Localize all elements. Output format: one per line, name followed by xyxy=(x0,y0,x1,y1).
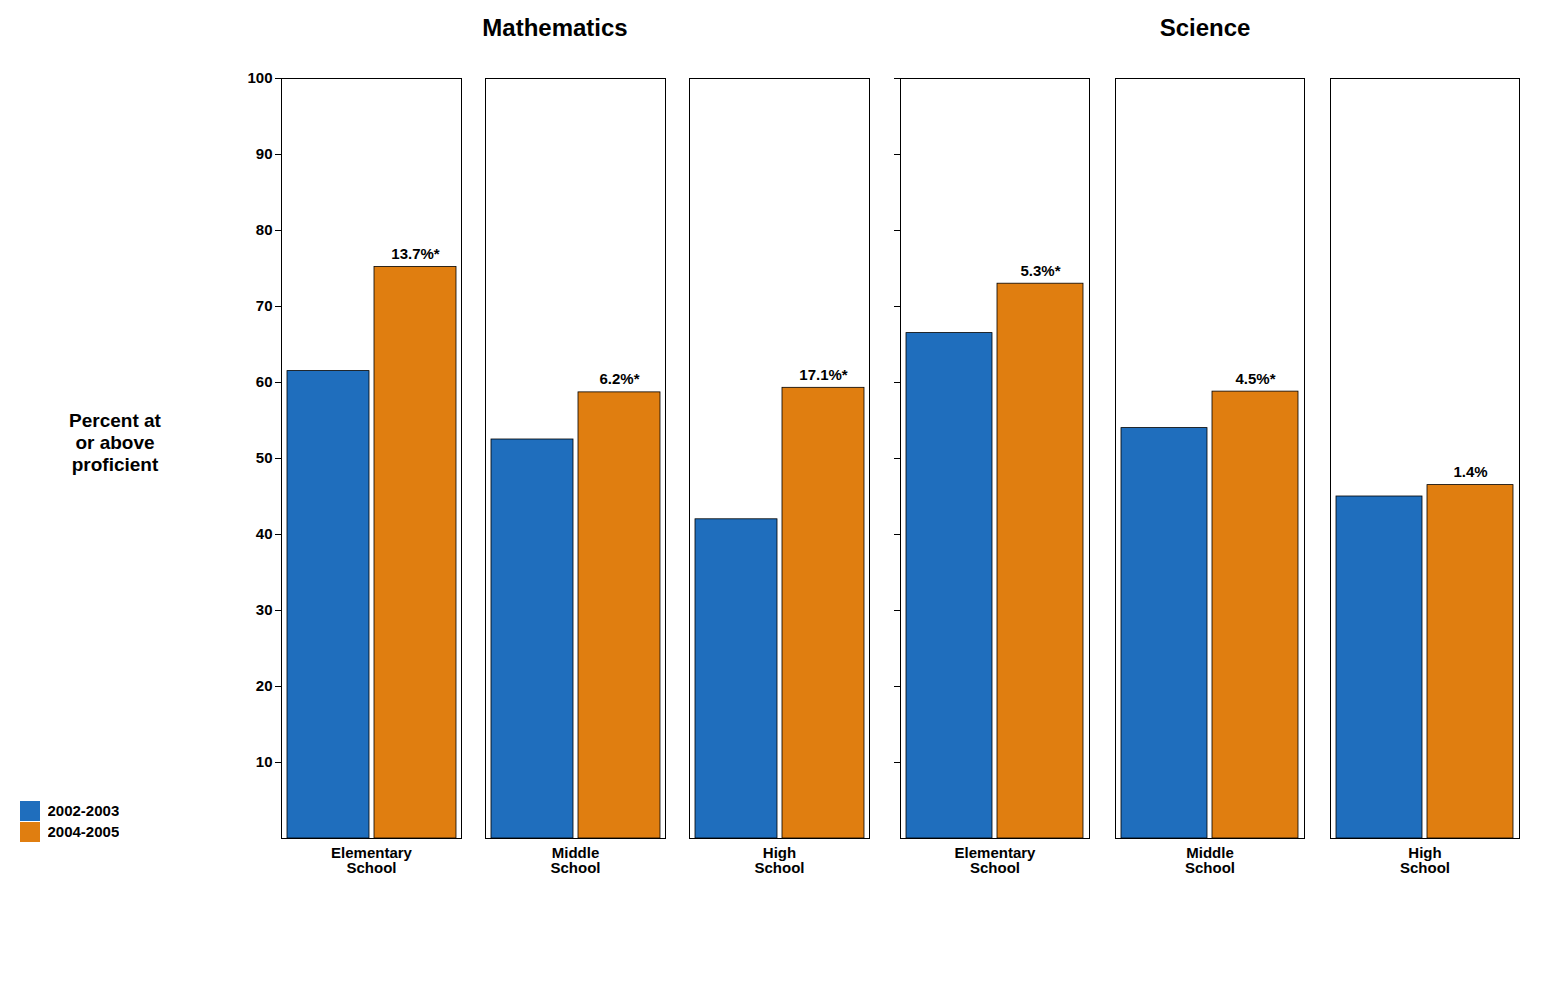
svg-text:30: 30 xyxy=(256,601,273,618)
svg-text:ElementarySchool: ElementarySchool xyxy=(331,844,413,876)
svg-text:HighSchool: HighSchool xyxy=(754,844,804,876)
svg-text:17.1%*: 17.1%* xyxy=(799,366,848,383)
svg-text:4.5%*: 4.5%* xyxy=(1235,370,1275,387)
svg-text:70: 70 xyxy=(256,297,273,314)
svg-text:ElementarySchool: ElementarySchool xyxy=(955,844,1037,876)
svg-text:10: 10 xyxy=(256,753,273,770)
html-text:2002-2003: 2002-2003 xyxy=(47,802,120,819)
svg-text:6.2%*: 6.2%* xyxy=(599,370,639,387)
html-text:2004-2005: 2004-2005 xyxy=(47,823,120,840)
svg-text:40: 40 xyxy=(256,525,273,542)
svg-text:5.3%*: 5.3%* xyxy=(1020,262,1060,279)
svg-text:MiddleSchool: MiddleSchool xyxy=(1185,844,1235,876)
svg-text:100: 100 xyxy=(247,69,272,86)
html-text:Percent at or above proficient: Percent at or above proficient xyxy=(69,410,161,475)
svg-text:90: 90 xyxy=(256,145,273,162)
svg-text:HighSchool: HighSchool xyxy=(1400,844,1450,876)
svg-text:60: 60 xyxy=(256,373,273,390)
svg-text:80: 80 xyxy=(256,221,273,238)
html-text:Mathematics: Mathematics xyxy=(482,14,628,41)
html-text:Science: Science xyxy=(1159,14,1251,41)
svg-text:13.7%*: 13.7%* xyxy=(391,245,440,262)
svg-text:1.4%: 1.4% xyxy=(1453,463,1487,480)
svg-text:MiddleSchool: MiddleSchool xyxy=(550,844,600,876)
svg-text:50: 50 xyxy=(256,449,273,466)
svg-text:20: 20 xyxy=(256,677,273,694)
